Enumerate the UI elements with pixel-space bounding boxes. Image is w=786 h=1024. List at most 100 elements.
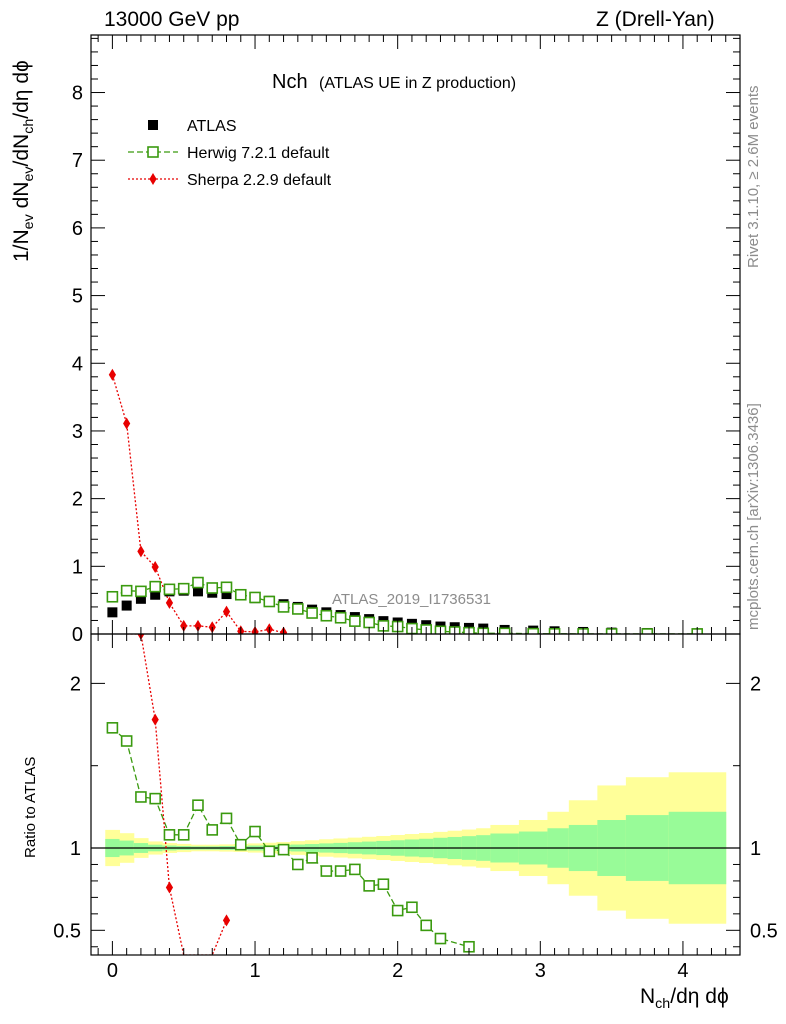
atlas-main-point bbox=[121, 600, 132, 611]
herwig-main-point bbox=[363, 616, 375, 629]
main-y-tick-label: 0 bbox=[72, 624, 83, 646]
atlas-main-point bbox=[221, 589, 232, 600]
herwig-main-point bbox=[149, 580, 161, 593]
herwig-ratio-point bbox=[263, 845, 276, 858]
herwig-main-point bbox=[263, 595, 276, 608]
sherpa-legend-marker bbox=[149, 173, 157, 185]
analysis-watermark: ATLAS_2019_I1736531 bbox=[332, 591, 491, 608]
sherpa-main-point bbox=[180, 619, 188, 632]
herwig-legend-label: Herwig 7.2.1 default bbox=[187, 145, 330, 162]
herwig-main-point bbox=[206, 582, 219, 594]
herwig-main-point bbox=[192, 576, 204, 589]
herwig-ratio-point bbox=[106, 722, 119, 734]
ratio-y-tick-label: 0.5 bbox=[53, 920, 81, 942]
herwig-ratio-point bbox=[149, 792, 161, 805]
x-tick-label: 4 bbox=[677, 960, 688, 982]
main-y-tick-label: 8 bbox=[72, 83, 83, 105]
herwig-main-point bbox=[306, 607, 318, 619]
x-tick-label: 0 bbox=[107, 960, 118, 982]
sherpa-ratio-point bbox=[151, 713, 159, 726]
atlas-legend-marker bbox=[148, 120, 158, 130]
herwig-ratio-point bbox=[234, 838, 247, 851]
mcplots-label: mcplots.cern.ch [arXiv:1306.3436] bbox=[745, 403, 762, 630]
herwig-ratio-point bbox=[320, 865, 333, 877]
ratio-y-tick-label-right: 1 bbox=[750, 838, 761, 860]
sherpa-main-point bbox=[123, 417, 131, 430]
sherpa-ratio-line bbox=[126, 634, 228, 955]
x-tick-label: 1 bbox=[249, 960, 260, 982]
herwig-main-point bbox=[120, 584, 133, 597]
tick-layer: 0 1 2 3 4 5 6 7 8 0 1 2 3 4 0.5 0.5 1 1 2 2 bbox=[53, 35, 778, 982]
herwig-ratio-point bbox=[334, 865, 347, 877]
ratio-marks-layer bbox=[106, 634, 475, 953]
ratio-y-tick-label: 2 bbox=[70, 673, 81, 695]
herwig-ratio-point bbox=[406, 901, 418, 914]
sherpa-main-point bbox=[137, 545, 145, 558]
herwig-ratio-point bbox=[220, 812, 233, 825]
herwig-main-point bbox=[220, 581, 233, 594]
header-right: Z (Drell-Yan) bbox=[596, 8, 715, 31]
herwig-main-point bbox=[163, 583, 176, 596]
herwig-main-point bbox=[498, 627, 511, 634]
main-y-tick-label: 5 bbox=[72, 286, 83, 308]
sherpa-main-point bbox=[222, 605, 231, 618]
ratio-y-tick-label-right: 0.5 bbox=[750, 920, 778, 942]
sherpa-ratio-point bbox=[165, 881, 174, 894]
main-y-tick-label: 3 bbox=[72, 421, 83, 443]
sherpa-legend-label: Sherpa 2.2.9 default bbox=[187, 172, 332, 189]
herwig-ratio-point bbox=[249, 825, 261, 838]
sherpa-main-point bbox=[194, 619, 202, 632]
ratio-y-tick-label-right: 2 bbox=[750, 673, 761, 695]
main-y-axis-label: 1/Nev dNev/dNch/dη dϕ bbox=[10, 60, 37, 262]
herwig-main-point bbox=[320, 609, 333, 622]
herwig-ratio-point bbox=[306, 852, 318, 864]
herwig-main-point bbox=[106, 590, 119, 603]
herwig-ratio-point bbox=[434, 932, 447, 945]
main-y-tick-label: 6 bbox=[72, 218, 83, 240]
main-y-tick-label: 7 bbox=[72, 150, 83, 172]
herwig-ratio-point bbox=[420, 919, 432, 932]
plot-subtitle: (ATLAS UE in Z production) bbox=[319, 75, 516, 92]
herwig-main-point bbox=[292, 603, 304, 615]
frame-layer bbox=[90, 34, 741, 956]
rivet-label: Rivet 3.1.10, ≥ 2.6M events bbox=[745, 85, 762, 269]
herwig-ratio-point bbox=[363, 880, 375, 892]
text-layer: Nch (ATLAS UE in Z production) ATLAS_2019_… bbox=[272, 71, 516, 608]
sherpa-main-point bbox=[108, 368, 116, 381]
herwig-main-point bbox=[277, 601, 290, 613]
legend: ATLAS Herwig 7.2.1 default Sherpa 2.2.9 de… bbox=[128, 118, 332, 189]
ratio-frame bbox=[90, 633, 741, 956]
x-axis-label: Nch/dη dϕ bbox=[640, 985, 729, 1012]
sherpa-main-point bbox=[151, 560, 159, 573]
herwig-ratio-point bbox=[292, 858, 304, 871]
herwig-ratio-point bbox=[277, 843, 290, 856]
herwig-ratio-point bbox=[391, 904, 404, 917]
herwig-main-point bbox=[334, 611, 347, 624]
plot-title: Nch bbox=[272, 71, 308, 93]
atlas-legend-label: ATLAS bbox=[187, 118, 237, 135]
herwig-main-point bbox=[349, 615, 361, 627]
main-y-tick-label: 2 bbox=[72, 489, 83, 511]
herwig-main-point bbox=[135, 585, 147, 598]
ratio-y-axis-label: Ratio to ATLAS bbox=[22, 756, 39, 858]
herwig-main-point bbox=[177, 582, 190, 595]
header-left: 13000 GeV pp bbox=[104, 8, 240, 31]
herwig-ratio-point bbox=[163, 829, 176, 841]
herwig-ratio-point bbox=[349, 863, 361, 876]
atlas-main-point bbox=[192, 586, 203, 597]
atlas-main-point bbox=[150, 589, 161, 600]
atlas-main-point bbox=[135, 593, 146, 604]
herwig-main-point bbox=[234, 588, 247, 601]
x-tick-label: 3 bbox=[535, 960, 546, 982]
herwig-legend-marker bbox=[147, 146, 159, 158]
sherpa-ratio-point bbox=[222, 914, 231, 927]
main-y-tick-label: 1 bbox=[72, 556, 83, 578]
herwig-ratio-point bbox=[377, 878, 390, 891]
x-tick-label: 2 bbox=[392, 960, 403, 982]
herwig-ratio-point bbox=[135, 791, 147, 803]
herwig-ratio-point bbox=[192, 799, 204, 812]
herwig-ratio-point bbox=[177, 829, 190, 841]
herwig-ratio-point bbox=[120, 735, 133, 747]
herwig-ratio-point bbox=[206, 824, 219, 836]
